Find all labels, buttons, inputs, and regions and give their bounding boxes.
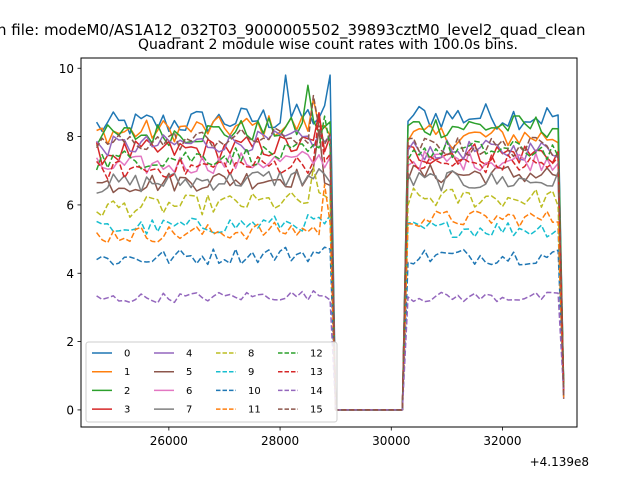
legend-label-5: 5 bbox=[186, 367, 192, 378]
x-offset-label: +4.139e8 bbox=[530, 455, 589, 469]
series-line-2 bbox=[95, 84, 565, 411]
legend-label-15: 15 bbox=[310, 405, 323, 416]
legend-label-9: 9 bbox=[248, 367, 254, 378]
series-line-8 bbox=[96, 166, 565, 411]
series-line-11 bbox=[96, 183, 565, 411]
legend-label-8: 8 bbox=[248, 349, 254, 360]
figure-suptitle: n file: modeM0/AS1A12_032T03_9000005502_… bbox=[0, 21, 586, 40]
x-tick-label: 30000 bbox=[372, 434, 410, 448]
legend-box bbox=[85, 341, 338, 423]
y-tick-label: 2 bbox=[66, 335, 74, 349]
legend-label-2: 2 bbox=[124, 386, 130, 397]
y-tick-label: 10 bbox=[59, 62, 74, 76]
x-tick-label: 32000 bbox=[483, 434, 521, 448]
axes-frame bbox=[80, 57, 578, 428]
legend-label-7: 7 bbox=[186, 405, 192, 416]
legend-label-6: 6 bbox=[186, 386, 192, 397]
plot-area bbox=[95, 74, 565, 411]
y-tick-label: 0 bbox=[66, 403, 74, 417]
legend-label-13: 13 bbox=[310, 367, 323, 378]
legend-label-3: 3 bbox=[124, 405, 130, 416]
y-tick-label: 8 bbox=[66, 130, 74, 144]
legend-label-4: 4 bbox=[186, 349, 192, 360]
legend-label-1: 1 bbox=[124, 367, 130, 378]
legend-label-14: 14 bbox=[310, 386, 323, 397]
series-line-14 bbox=[96, 290, 565, 411]
series-line-10 bbox=[96, 246, 565, 411]
series-line-12 bbox=[95, 115, 565, 411]
legend-label-11: 11 bbox=[248, 405, 261, 416]
series-line-0 bbox=[95, 74, 565, 411]
x-tick-label: 28000 bbox=[261, 434, 299, 448]
series-line-13 bbox=[96, 115, 565, 411]
legend-label-10: 10 bbox=[248, 386, 261, 397]
chart-title: Quadrant 2 module wise count rates with … bbox=[138, 37, 518, 53]
series-line-9 bbox=[96, 214, 565, 411]
series-line-15 bbox=[95, 94, 565, 411]
x-tick-label: 26000 bbox=[150, 434, 188, 448]
legend-label-12: 12 bbox=[310, 349, 323, 360]
y-tick-label: 4 bbox=[66, 267, 74, 281]
y-tick-label: 6 bbox=[66, 198, 74, 212]
legend-label-0: 0 bbox=[124, 349, 130, 360]
